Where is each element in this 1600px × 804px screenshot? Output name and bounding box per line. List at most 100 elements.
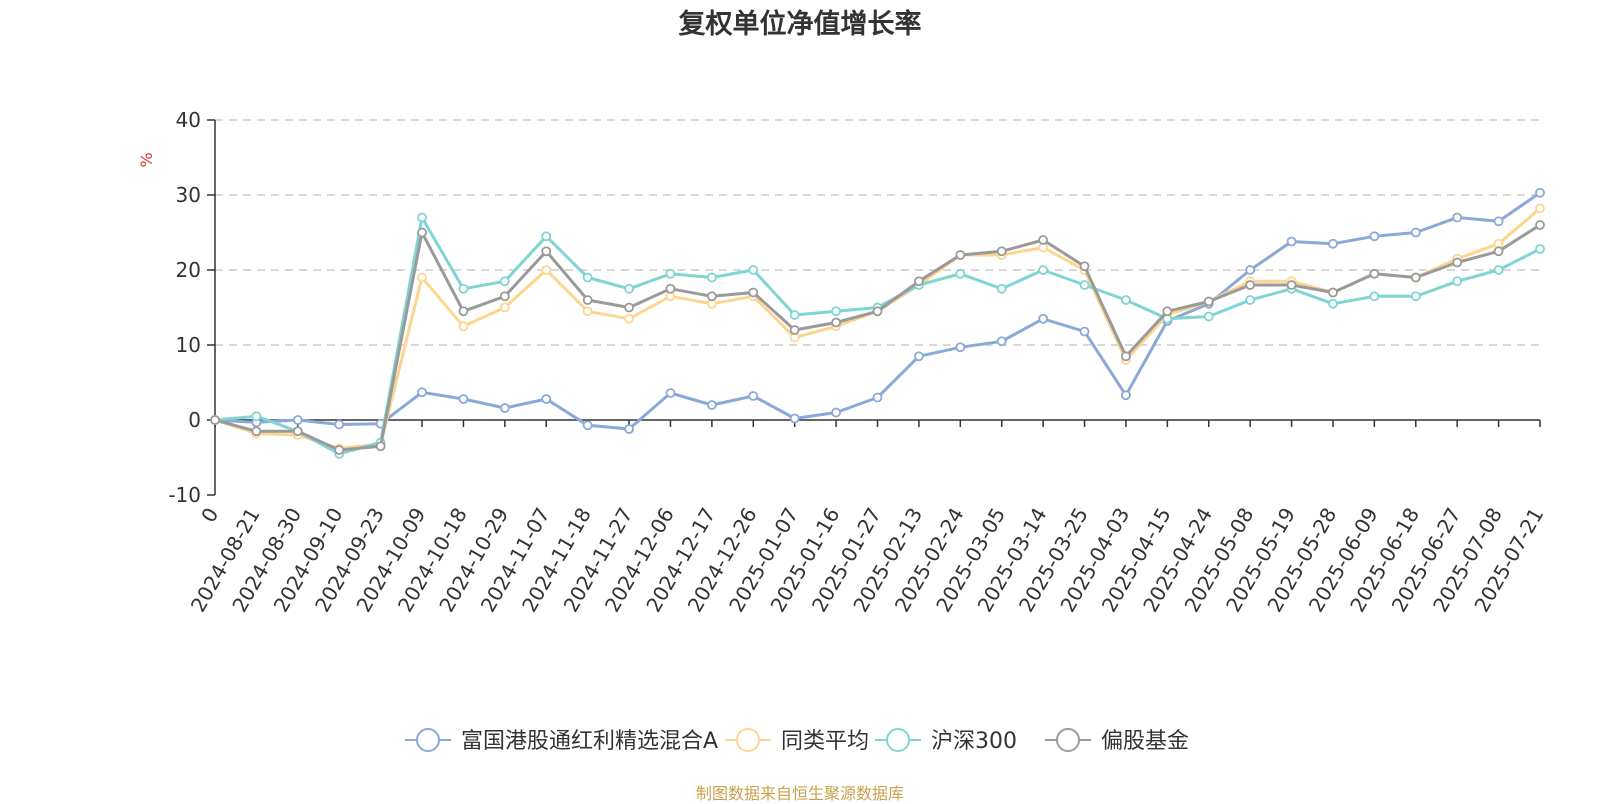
data-point [375, 441, 386, 452]
data-point [1079, 261, 1090, 272]
y-tick-label: 20 [176, 258, 201, 282]
data-point [748, 391, 759, 401]
data-point [1493, 216, 1504, 227]
legend-item[interactable]: 富国港股通红利精选混合A [405, 728, 718, 754]
data-point [499, 291, 510, 302]
data-point [706, 272, 717, 283]
data-point [1535, 220, 1545, 230]
data-point [210, 415, 220, 425]
data-point [458, 394, 469, 404]
data-point [624, 313, 634, 324]
data-point [1162, 306, 1173, 317]
data-point [1038, 235, 1049, 245]
data-point [417, 272, 427, 283]
data-point [1121, 295, 1131, 305]
data-point [996, 246, 1007, 257]
data-point [665, 268, 676, 279]
series-layer [210, 187, 1545, 459]
data-point [624, 302, 634, 313]
data-point [1410, 227, 1421, 238]
y-tick-label: 30 [176, 183, 201, 207]
data-point [582, 272, 593, 283]
data-point [665, 388, 676, 398]
data-point [1245, 295, 1256, 305]
data-point [1328, 298, 1338, 309]
data-point [292, 415, 303, 425]
y-axis-label: % [137, 152, 156, 167]
data-point [582, 420, 593, 431]
data-point [1038, 265, 1049, 275]
data-point [1286, 236, 1297, 247]
legend: 富国港股通红利精选混合A 同类平均 沪深300 偏股基金 [405, 728, 1189, 754]
data-point [1452, 257, 1463, 268]
data-point [789, 325, 800, 335]
data-point [1493, 265, 1504, 275]
data-point [582, 295, 593, 305]
data-point [1452, 212, 1463, 223]
data-point [251, 426, 262, 437]
y-tick-label: 10 [176, 333, 201, 357]
series-line [214, 207, 1541, 450]
data-point [334, 419, 345, 430]
data-point [1369, 268, 1380, 279]
data-point [292, 426, 303, 437]
legend-item[interactable]: 同类平均 [725, 728, 869, 754]
grid-layer [215, 119, 1540, 346]
data-point [1121, 351, 1131, 362]
data-point [499, 403, 510, 413]
data-point [541, 231, 552, 242]
data-point [624, 424, 634, 434]
legend-label: 沪深300 [931, 729, 1017, 754]
data-point [706, 291, 717, 302]
data-point [706, 400, 717, 410]
axis-layer: -1001020304002024-08-212024-08-302024-09… [168, 108, 1548, 616]
data-point [1410, 291, 1421, 302]
data-point [789, 413, 800, 424]
data-point [914, 351, 924, 362]
data-point [831, 317, 841, 328]
series-3 [210, 220, 1545, 455]
series-line [214, 216, 1541, 456]
data-point [499, 276, 510, 287]
data-point [1410, 272, 1421, 283]
data-point [1038, 313, 1049, 324]
data-point [1452, 276, 1463, 287]
data-point [624, 283, 634, 294]
data-point [417, 212, 427, 223]
legend-item[interactable]: 沪深300 [875, 728, 1017, 754]
legend-label: 偏股基金 [1101, 729, 1189, 754]
data-point [541, 246, 552, 257]
data-point [1079, 326, 1090, 337]
data-point [1245, 280, 1256, 290]
data-point [1535, 203, 1545, 214]
data-point [872, 392, 883, 403]
data-point [251, 411, 262, 422]
data-point [417, 387, 427, 398]
y-tick-label: 0 [188, 408, 201, 432]
data-point [831, 407, 841, 418]
data-point [334, 445, 345, 455]
data-point [872, 306, 883, 317]
data-point [748, 287, 759, 298]
data-point [1493, 246, 1504, 257]
data-point [1369, 231, 1380, 242]
legend-item[interactable]: 偏股基金 [1045, 728, 1189, 754]
x-tick-label: 0 [196, 504, 223, 527]
data-point [541, 265, 552, 275]
data-point [665, 283, 676, 294]
data-point [458, 283, 469, 294]
data-point [996, 336, 1007, 347]
data-point [748, 265, 759, 275]
data-point [1079, 280, 1090, 290]
data-point [1535, 187, 1545, 198]
legend-label: 富国港股通红利精选混合A [461, 729, 718, 754]
data-point [914, 276, 924, 287]
y-tick-label: -10 [168, 483, 201, 507]
line-chart: -1001020304002024-08-212024-08-302024-09… [137, 108, 1548, 754]
data-point [1328, 238, 1338, 249]
legend-marker-icon [736, 728, 760, 752]
y-tick-label: 40 [176, 108, 201, 132]
data-point [1328, 287, 1338, 298]
data-point [789, 310, 800, 320]
data-point [1203, 296, 1214, 307]
